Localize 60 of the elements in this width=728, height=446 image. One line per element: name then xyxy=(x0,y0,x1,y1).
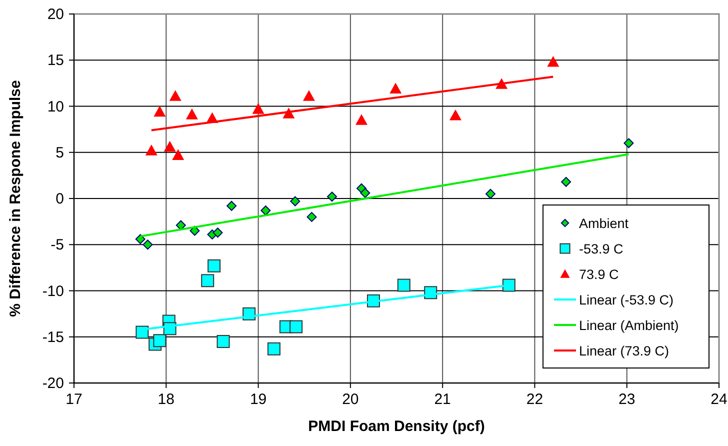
y-tick-label: -20 xyxy=(42,375,64,392)
point xyxy=(360,188,370,198)
point xyxy=(397,278,410,292)
point xyxy=(142,240,153,250)
x-tick-label: 21 xyxy=(434,391,451,408)
point xyxy=(216,334,230,348)
point xyxy=(153,334,166,348)
point xyxy=(390,82,402,94)
y-tick-label: -15 xyxy=(42,328,64,346)
x-tick-label: 20 xyxy=(342,391,359,408)
point xyxy=(502,278,516,292)
point xyxy=(154,106,166,117)
point xyxy=(355,114,368,125)
y-tick-label: 0 xyxy=(56,190,64,208)
x-tick-label: 19 xyxy=(250,391,267,408)
point xyxy=(624,138,634,148)
point xyxy=(290,196,300,206)
point xyxy=(201,274,214,288)
point xyxy=(327,192,337,202)
point xyxy=(267,342,280,356)
y-tick-label: -5 xyxy=(50,236,64,254)
y-tick-label: -10 xyxy=(42,282,64,300)
point xyxy=(176,220,186,230)
point xyxy=(169,90,182,101)
x-tick-label: 22 xyxy=(526,391,544,408)
x-tick-label: 24 xyxy=(710,391,728,408)
legend-label: Ambient xyxy=(579,216,629,231)
x-axis-title: PMDI Foam Density (pcf) xyxy=(308,418,485,435)
point xyxy=(212,228,223,238)
point xyxy=(252,103,264,114)
point xyxy=(561,176,572,187)
legend-label: -53.9 C xyxy=(579,242,624,256)
point xyxy=(164,140,176,152)
point xyxy=(260,205,271,216)
x-tick-label: 17 xyxy=(66,391,82,408)
x-tick-label: 18 xyxy=(158,391,174,408)
point xyxy=(290,320,303,334)
point xyxy=(136,326,149,339)
point xyxy=(302,90,315,101)
point xyxy=(306,212,317,222)
legend-label: Linear (73.9 C) xyxy=(579,344,670,358)
point xyxy=(449,109,462,120)
point xyxy=(485,188,496,199)
point xyxy=(145,144,158,156)
point xyxy=(226,200,237,211)
y-tick-label: 5 xyxy=(56,144,64,162)
point xyxy=(208,259,221,272)
y-tick-label: 20 xyxy=(47,6,64,23)
legend-label: Linear (-53.9 C) xyxy=(579,292,674,308)
point xyxy=(190,226,200,236)
legend-label: Linear (Ambient) xyxy=(579,318,679,333)
y-axis-title: % Difference in Respone Impulse xyxy=(7,80,24,317)
point xyxy=(186,108,198,120)
x-tick-label: 23 xyxy=(618,391,636,408)
legend-label: 73.9 C xyxy=(579,267,620,282)
point xyxy=(547,56,560,67)
y-tick-label: 10 xyxy=(47,98,64,116)
y-tick-label: 15 xyxy=(47,52,64,70)
point xyxy=(135,234,146,244)
point xyxy=(172,149,184,160)
